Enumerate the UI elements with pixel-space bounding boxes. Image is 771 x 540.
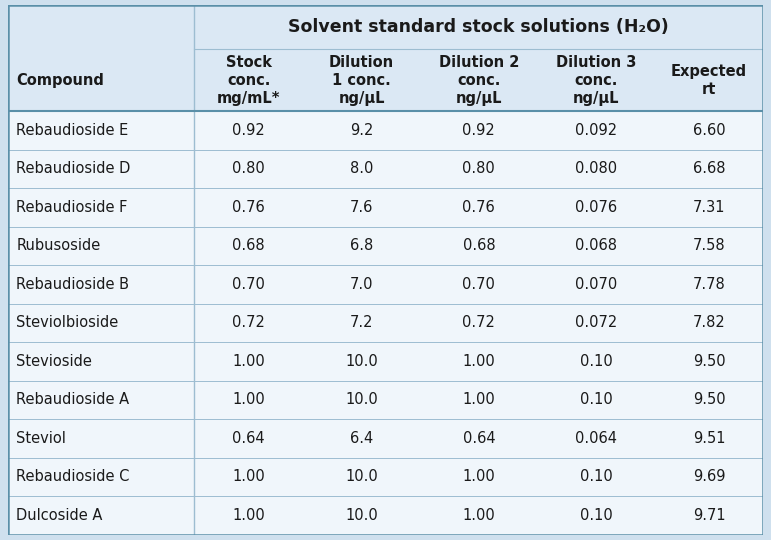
- Text: 0.10: 0.10: [580, 354, 612, 369]
- Text: 0.10: 0.10: [580, 508, 612, 523]
- Text: Stevioside: Stevioside: [16, 354, 93, 369]
- Bar: [8, 5, 194, 49]
- Text: Dilution
1 conc.
ng/μL: Dilution 1 conc. ng/μL: [329, 55, 394, 105]
- Text: 0.70: 0.70: [463, 277, 495, 292]
- Text: 6.68: 6.68: [693, 161, 726, 177]
- Text: 9.69: 9.69: [693, 469, 726, 484]
- Text: Solvent standard stock solutions (H₂O): Solvent standard stock solutions (H₂O): [288, 18, 669, 36]
- Text: 0.72: 0.72: [232, 315, 265, 330]
- Text: 0.64: 0.64: [463, 431, 495, 446]
- Text: Rebaudioside B: Rebaudioside B: [16, 277, 130, 292]
- Text: 1.00: 1.00: [232, 393, 265, 407]
- Text: 1.00: 1.00: [232, 354, 265, 369]
- Text: 0.068: 0.068: [575, 239, 617, 253]
- Text: Rubusoside: Rubusoside: [16, 239, 101, 253]
- Text: 1.00: 1.00: [463, 469, 495, 484]
- Text: 0.72: 0.72: [463, 315, 495, 330]
- Text: 9.71: 9.71: [692, 508, 726, 523]
- Text: 9.51: 9.51: [693, 431, 726, 446]
- Text: 0.10: 0.10: [580, 469, 612, 484]
- Text: 6.4: 6.4: [350, 431, 373, 446]
- Text: Steviol: Steviol: [16, 431, 66, 446]
- Text: 1.00: 1.00: [463, 508, 495, 523]
- Text: Dilution 2
conc.
ng/μL: Dilution 2 conc. ng/μL: [439, 55, 519, 105]
- Text: 7.82: 7.82: [692, 315, 726, 330]
- Bar: [8, 188, 763, 227]
- Bar: [8, 381, 763, 419]
- Text: 6.60: 6.60: [692, 123, 726, 138]
- Text: 1.00: 1.00: [232, 508, 265, 523]
- Bar: [8, 150, 763, 188]
- Text: Stock
conc.
mg/mL*: Stock conc. mg/mL*: [217, 55, 281, 105]
- Text: 0.76: 0.76: [463, 200, 495, 215]
- Text: 1.00: 1.00: [232, 469, 265, 484]
- Text: 7.2: 7.2: [350, 315, 373, 330]
- Bar: [8, 342, 763, 381]
- Bar: [8, 419, 763, 457]
- Bar: [8, 49, 763, 111]
- Text: 0.92: 0.92: [463, 123, 495, 138]
- Bar: [194, 5, 763, 49]
- Text: 0.076: 0.076: [575, 200, 617, 215]
- Text: 7.58: 7.58: [692, 239, 726, 253]
- Text: 7.6: 7.6: [350, 200, 373, 215]
- Bar: [8, 457, 763, 496]
- Text: 0.064: 0.064: [575, 431, 617, 446]
- Bar: [8, 111, 763, 150]
- Text: 0.68: 0.68: [463, 239, 495, 253]
- Text: 0.10: 0.10: [580, 393, 612, 407]
- Text: Expected
rt: Expected rt: [671, 64, 747, 97]
- Text: 0.092: 0.092: [575, 123, 617, 138]
- Text: Rebaudioside F: Rebaudioside F: [16, 200, 128, 215]
- Text: 0.80: 0.80: [232, 161, 265, 177]
- Text: Rebaudioside C: Rebaudioside C: [16, 469, 130, 484]
- Text: 0.070: 0.070: [575, 277, 618, 292]
- Text: 0.68: 0.68: [232, 239, 265, 253]
- Text: 9.2: 9.2: [350, 123, 373, 138]
- Text: 7.0: 7.0: [350, 277, 373, 292]
- Text: 9.50: 9.50: [692, 393, 726, 407]
- Text: Dilution 3
conc.
ng/μL: Dilution 3 conc. ng/μL: [556, 55, 636, 105]
- Text: 0.70: 0.70: [232, 277, 265, 292]
- Text: 10.0: 10.0: [345, 469, 378, 484]
- Text: 0.92: 0.92: [232, 123, 265, 138]
- Text: 8.0: 8.0: [350, 161, 373, 177]
- Text: 10.0: 10.0: [345, 508, 378, 523]
- Text: 0.64: 0.64: [232, 431, 265, 446]
- Text: Dulcoside A: Dulcoside A: [16, 508, 103, 523]
- Text: 7.31: 7.31: [693, 200, 726, 215]
- Text: 0.76: 0.76: [232, 200, 265, 215]
- Text: 0.80: 0.80: [463, 161, 495, 177]
- Text: 0.080: 0.080: [575, 161, 617, 177]
- Text: 7.78: 7.78: [692, 277, 726, 292]
- Text: Compound: Compound: [16, 72, 104, 87]
- Text: 10.0: 10.0: [345, 393, 378, 407]
- Text: 1.00: 1.00: [463, 393, 495, 407]
- Text: Rebaudioside A: Rebaudioside A: [16, 393, 130, 407]
- Bar: [8, 303, 763, 342]
- Bar: [8, 265, 763, 303]
- Text: 6.8: 6.8: [350, 239, 373, 253]
- Text: Rebaudioside E: Rebaudioside E: [16, 123, 129, 138]
- Text: 1.00: 1.00: [463, 354, 495, 369]
- Text: Rebaudioside D: Rebaudioside D: [16, 161, 131, 177]
- Text: Steviolbioside: Steviolbioside: [16, 315, 119, 330]
- Bar: [8, 227, 763, 265]
- Text: 9.50: 9.50: [692, 354, 726, 369]
- Text: 10.0: 10.0: [345, 354, 378, 369]
- Text: 0.072: 0.072: [575, 315, 618, 330]
- Bar: [8, 496, 763, 535]
